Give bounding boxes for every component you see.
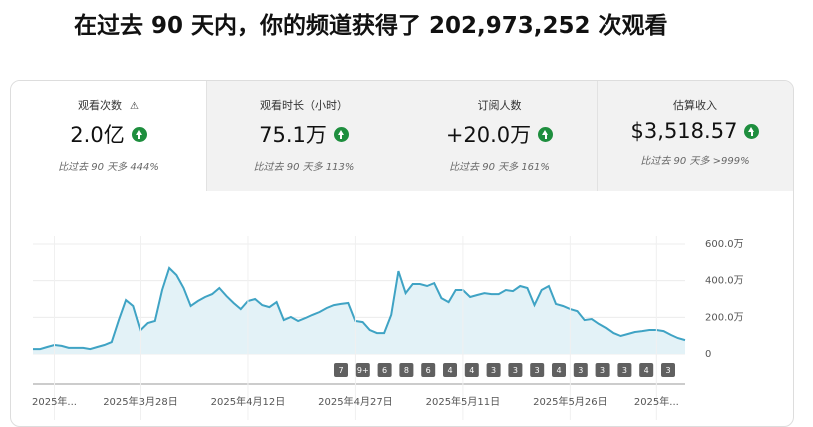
line <box>33 266 686 351</box>
marker-label: 3 <box>578 366 583 375</box>
metric-value-row: $3,518.57 <box>598 119 793 143</box>
marker-label: 4 <box>644 366 649 375</box>
metric-label-text: 估算收入 <box>673 99 717 112</box>
x-tick-label: 2025年4月27日 <box>318 395 393 408</box>
metric-value-row: 75.1万 <box>207 119 402 149</box>
upload-marker[interactable]: 6 <box>421 363 436 377</box>
metric-label: 订阅人数 <box>402 97 597 113</box>
upload-marker[interactable]: 7 <box>334 363 348 377</box>
metric-value: $3,518.57 <box>630 119 738 143</box>
marker-label: 6 <box>426 366 431 375</box>
metric-value-row: 2.0亿 <box>11 119 206 149</box>
up-icon <box>538 126 554 142</box>
upload-marker[interactable]: 8 <box>399 363 414 377</box>
warning-icon: ⚠ <box>130 101 139 112</box>
metric-card[interactable]: 观看时长（小时） 75.1万比过去 90 天多 113% <box>206 81 403 191</box>
upload-marker[interactable]: 3 <box>617 363 632 377</box>
marker-label: 4 <box>447 366 452 375</box>
marker-box <box>399 363 414 377</box>
marker-label: 4 <box>556 366 561 375</box>
metric-compare: 比过去 90 天多 113% <box>253 162 355 173</box>
metric-card[interactable]: 估算收入 $3,518.57 比过去 90 天多 >999% <box>597 81 793 191</box>
x-tick-label: 2025年... <box>32 395 77 408</box>
upload-marker[interactable]: 3 <box>595 363 610 377</box>
marker-label: 3 <box>491 366 496 375</box>
x-tick-label: 2025年... <box>634 395 679 408</box>
metric-label-text: 观看次数 <box>78 99 123 112</box>
marker-box <box>355 363 370 377</box>
metric-compare: 比过去 90 天多 444% <box>58 162 159 173</box>
upload-marker[interactable]: 4 <box>552 363 566 377</box>
marker-label: 9+ <box>357 366 369 375</box>
marker-box <box>508 363 523 377</box>
upload-marker[interactable]: 4 <box>443 363 457 377</box>
upload-marker[interactable]: 3 <box>573 363 588 377</box>
metric-value: 2.0亿 <box>70 123 125 147</box>
x-tick-label: 2025年4月12日 <box>211 395 286 408</box>
metric-card[interactable]: 订阅人数 +20.0万比过去 90 天多 161% <box>402 81 598 191</box>
up-icon <box>744 123 760 139</box>
upload-marker[interactable]: 3 <box>530 363 545 377</box>
upload-marker[interactable]: 3 <box>661 363 675 377</box>
upload-marker[interactable]: 3 <box>486 363 501 377</box>
area-fill <box>33 268 685 354</box>
y-tick-label: 400.0万 <box>705 276 744 287</box>
y-tick-label: 200.0万 <box>705 312 744 323</box>
marker-box <box>486 363 501 377</box>
marker-label: 8 <box>404 366 409 375</box>
marker-box <box>595 363 610 377</box>
metric-label: 估算收入 <box>598 97 793 113</box>
marker-label: 4 <box>469 366 474 375</box>
marker-label: 6 <box>382 366 387 375</box>
marker-box <box>421 363 436 377</box>
marker-box <box>377 363 392 377</box>
upload-marker[interactable]: 3 <box>508 363 523 377</box>
metric-value-row: +20.0万 <box>402 119 597 149</box>
marker-label: 3 <box>665 366 670 375</box>
marker-box <box>334 363 348 377</box>
metric-label-text: 观看时长（小时） <box>260 99 348 112</box>
marker-label: 3 <box>513 366 518 375</box>
marker-box <box>617 363 632 377</box>
upload-marker[interactable]: 6 <box>377 363 392 377</box>
y-tick-label: 0 <box>705 349 711 360</box>
metric-label: 观看时长（小时） <box>207 97 402 113</box>
metric-compare: 比过去 90 天多 161% <box>449 162 550 173</box>
marker-box <box>639 363 654 377</box>
page-title: 在过去 90 天内，你的频道获得了 202,973,252 次观看 <box>74 13 668 39</box>
up-icon <box>131 126 147 142</box>
x-tick-label: 2025年5月11日 <box>426 395 501 408</box>
metric-label-text: 订阅人数 <box>477 99 522 112</box>
analytics-panel: 观看次数 ⚠ 2.0亿比过去 90 天多 444% 观看时长（小时） 75.1万比过去 … <box>10 80 794 427</box>
upload-marker[interactable]: 4 <box>639 363 654 377</box>
marker-box <box>443 363 457 377</box>
upload-marker[interactable]: 9+ <box>355 363 370 377</box>
marker-label: 7 <box>338 366 343 375</box>
metric-label: 观看次数 ⚠ <box>11 97 206 113</box>
metric-value: 75.1万 <box>259 123 327 147</box>
metric-value: +20.0万 <box>445 123 532 147</box>
marker-label: 3 <box>600 366 605 375</box>
x-tick-label: 2025年3月28日 <box>103 395 178 408</box>
marker-label: 3 <box>535 366 540 375</box>
up-icon <box>333 126 349 142</box>
marker-label: 3 <box>622 366 627 375</box>
metric-card[interactable]: 观看次数 ⚠ 2.0亿比过去 90 天多 444% <box>11 81 207 191</box>
marker-box <box>552 363 566 377</box>
x-tick-label: 2025年5月26日 <box>533 395 608 408</box>
marker-box <box>464 363 479 377</box>
marker-box <box>661 363 675 377</box>
marker-box <box>530 363 545 377</box>
upload-marker[interactable]: 4 <box>464 363 479 377</box>
marker-box <box>573 363 588 377</box>
metric-compare: 比过去 90 天多 >999% <box>640 156 750 167</box>
y-tick-label: 600.0万 <box>705 239 744 250</box>
